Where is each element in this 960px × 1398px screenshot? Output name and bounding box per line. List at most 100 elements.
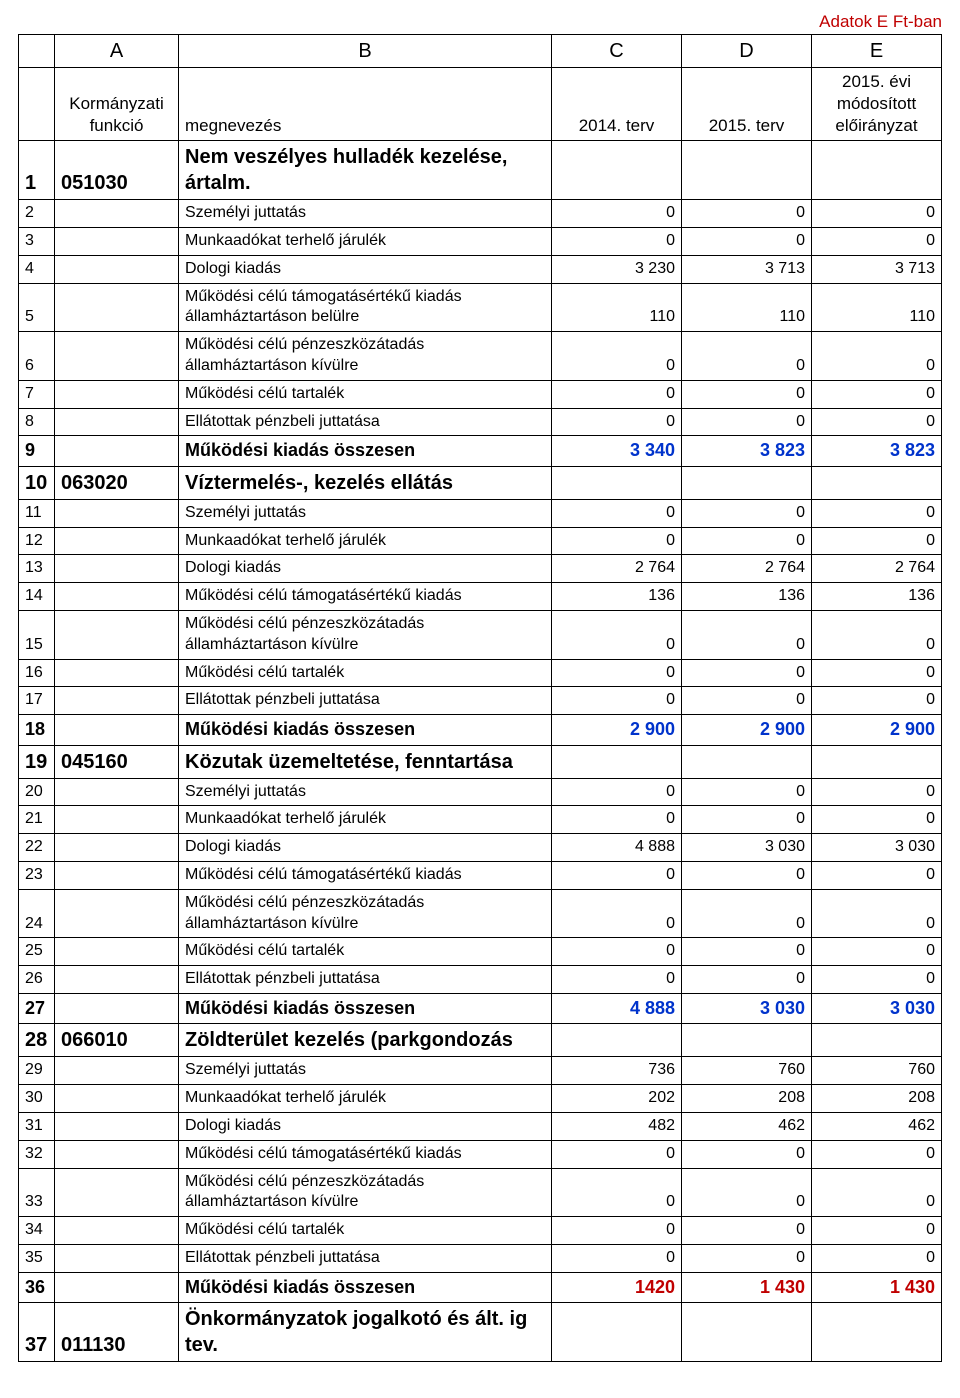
table-row: 4Dologi kiadás3 2303 7133 713: [19, 255, 942, 283]
row-label: Működési célú támogatásértékű kiadás: [179, 862, 552, 890]
value-cell: 0: [682, 611, 812, 660]
value-cell: 0: [812, 659, 942, 687]
row-label: Személyi juttatás: [179, 200, 552, 228]
row-number: 23: [19, 862, 55, 890]
table-row: 26Ellátottak pénzbeli juttatása000: [19, 966, 942, 994]
value-cell: 0: [552, 966, 682, 994]
value-cell: 2 900: [812, 715, 942, 745]
value-cell: 110: [812, 283, 942, 332]
value-cell: 0: [552, 778, 682, 806]
row-number: 14: [19, 583, 55, 611]
value-cell: [552, 1024, 682, 1057]
row-number: 12: [19, 527, 55, 555]
table-row: 19045160Közutak üzemeltetése, fenntartás…: [19, 745, 942, 778]
row-label: Működési célú pénzeszközátadás államházt…: [179, 889, 552, 938]
row-number: 18: [19, 715, 55, 745]
row-number: 28: [19, 1024, 55, 1057]
value-cell: 0: [812, 499, 942, 527]
value-cell: 0: [552, 659, 682, 687]
value-cell: 2 764: [682, 555, 812, 583]
blank-cell: [19, 68, 55, 141]
value-cell: 0: [812, 966, 942, 994]
table-row: 27Működési kiadás összesen4 8883 0303 03…: [19, 993, 942, 1023]
row-number: 1: [19, 141, 55, 200]
value-cell: 3 823: [682, 436, 812, 466]
value-cell: 0: [552, 806, 682, 834]
row-label: Dologi kiadás: [179, 834, 552, 862]
row-number: 9: [19, 436, 55, 466]
funkcio-code: [55, 806, 179, 834]
table-row: 12Munkaadókat terhelő járulék000: [19, 527, 942, 555]
funkcio-code: [55, 611, 179, 660]
table-row: 2Személyi juttatás000: [19, 200, 942, 228]
value-cell: 0: [682, 778, 812, 806]
table-row: 1051030Nem veszélyes hulladék kezelése, …: [19, 141, 942, 200]
value-cell: 0: [552, 527, 682, 555]
funkcio-code: [55, 778, 179, 806]
value-cell: [552, 466, 682, 499]
value-cell: 0: [682, 499, 812, 527]
value-cell: 3 823: [812, 436, 942, 466]
value-cell: 136: [682, 583, 812, 611]
value-cell: 3 030: [812, 993, 942, 1023]
row-label: Működési célú tartalék: [179, 1217, 552, 1245]
funkcio-code: [55, 408, 179, 436]
funkcio-code: [55, 938, 179, 966]
value-cell: 0: [812, 527, 942, 555]
row-number: 35: [19, 1244, 55, 1272]
value-cell: 0: [682, 659, 812, 687]
row-number: 17: [19, 687, 55, 715]
row-label: Működési célú támogatásértékű kiadás: [179, 583, 552, 611]
value-cell: 0: [812, 228, 942, 256]
value-cell: 2 900: [682, 715, 812, 745]
row-label: Személyi juttatás: [179, 499, 552, 527]
col-letter-a: A: [55, 35, 179, 68]
row-number: 6: [19, 332, 55, 381]
value-cell: 462: [812, 1112, 942, 1140]
table-row: 25Működési célú tartalék000: [19, 938, 942, 966]
value-cell: 0: [682, 806, 812, 834]
row-number: 7: [19, 380, 55, 408]
value-cell: 0: [552, 499, 682, 527]
value-cell: [552, 1303, 682, 1362]
row-number: 33: [19, 1168, 55, 1217]
value-cell: 4 888: [552, 834, 682, 862]
value-cell: 0: [812, 862, 942, 890]
unit-label: Adatok E Ft-ban: [18, 12, 942, 32]
value-cell: 0: [812, 778, 942, 806]
value-cell: 0: [682, 332, 812, 381]
value-cell: 0: [812, 1168, 942, 1217]
table-row: 32Működési célú támogatásértékű kiadás00…: [19, 1140, 942, 1168]
value-cell: 3 030: [812, 834, 942, 862]
value-cell: 0: [682, 889, 812, 938]
value-cell: 760: [682, 1057, 812, 1085]
row-number: 4: [19, 255, 55, 283]
funkcio-code: [55, 255, 179, 283]
row-number: 26: [19, 966, 55, 994]
row-number: 5: [19, 283, 55, 332]
row-label: Zöldterület kezelés (parkgondozás: [179, 1024, 552, 1057]
value-cell: 1 430: [682, 1272, 812, 1302]
col-letter-b: B: [179, 35, 552, 68]
row-label: Víztermelés-, kezelés ellátás: [179, 466, 552, 499]
row-label: Működési kiadás összesen: [179, 993, 552, 1023]
value-cell: [682, 466, 812, 499]
value-cell: 0: [552, 1168, 682, 1217]
funkcio-code: 066010: [55, 1024, 179, 1057]
funkcio-code: [55, 1168, 179, 1217]
row-label: Munkaadókat terhelő járulék: [179, 527, 552, 555]
row-label: Dologi kiadás: [179, 1112, 552, 1140]
value-cell: 208: [812, 1085, 942, 1113]
table-row: 22Dologi kiadás4 8883 0303 030: [19, 834, 942, 862]
value-cell: 110: [682, 283, 812, 332]
row-number: 24: [19, 889, 55, 938]
header-megnevezes: megnevezés: [179, 68, 552, 141]
value-cell: 0: [682, 228, 812, 256]
value-cell: 0: [552, 687, 682, 715]
value-cell: [682, 141, 812, 200]
row-number: 8: [19, 408, 55, 436]
funkcio-code: 045160: [55, 745, 179, 778]
funkcio-code: [55, 715, 179, 745]
table-row: 37011130Önkormányzatok jogalkotó és ált.…: [19, 1303, 942, 1362]
header-row: Kormányzati funkció megnevezés 2014. ter…: [19, 68, 942, 141]
